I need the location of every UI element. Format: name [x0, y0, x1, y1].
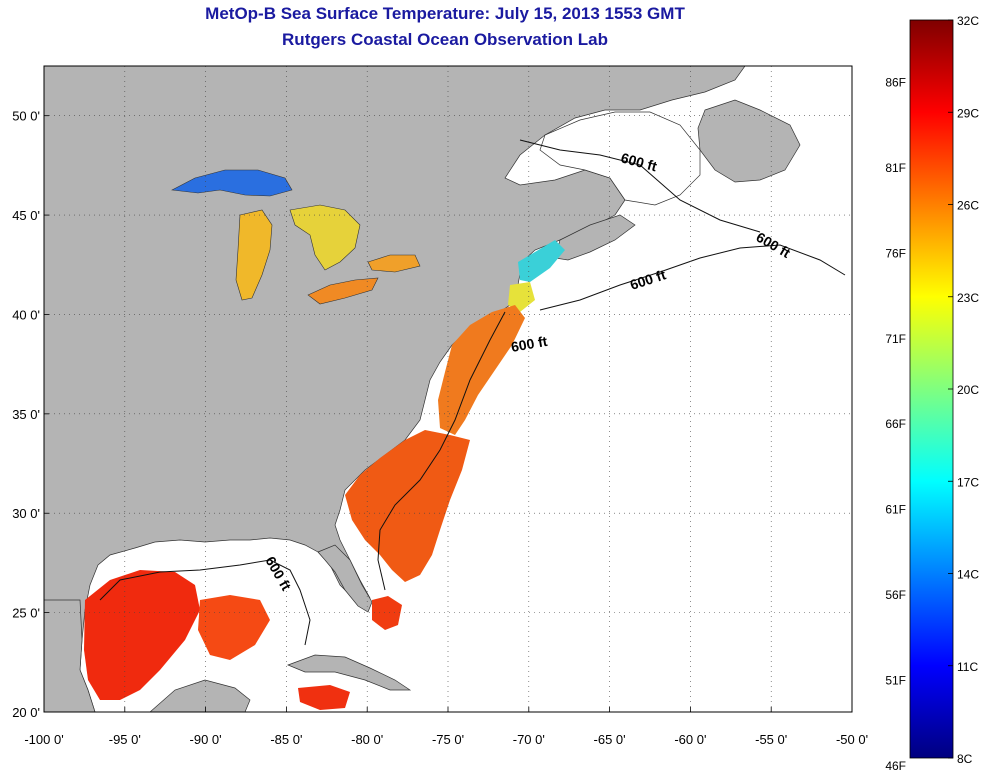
lake-superior	[170, 169, 293, 197]
colorbar-fahrenheit-label: 56F	[885, 588, 906, 602]
sst-mid-atlantic	[438, 305, 525, 435]
map-subtitle: Rutgers Coastal Ocean Observation Lab	[282, 30, 608, 49]
sst-yucatan-channel	[298, 685, 350, 710]
lon-tick-label: -95 0'	[109, 732, 141, 747]
lon-tick-label: -100 0'	[24, 732, 63, 747]
colorbar-celsius-label: 20C	[957, 383, 979, 397]
colorbar-fahrenheit-label: 61F	[885, 503, 906, 517]
colorbar-fahrenheit-label: 81F	[885, 161, 906, 175]
land-yucatan	[149, 679, 251, 712]
lon-tick-label: -55 0'	[755, 732, 787, 747]
isobath-label-4: 600 ft	[510, 333, 549, 355]
colorbar-celsius-label: 8C	[957, 752, 973, 766]
lon-tick-label: -50 0'	[836, 732, 868, 747]
colorbar: 32C 29C 26C 23C 20C 17C 14C 11C 8C 86F 81F 76F 71F 66…	[885, 14, 979, 770]
lat-tick-label: 30 0'	[12, 506, 40, 521]
colorbar-celsius-label: 29C	[957, 106, 979, 120]
land-nova-scotia	[554, 214, 636, 261]
lake-huron	[289, 204, 361, 271]
colorbar-celsius-label: 32C	[957, 14, 979, 28]
lake-michigan	[235, 209, 273, 301]
colorbar-fahrenheit-label: 71F	[885, 332, 906, 346]
map-frame	[43, 65, 853, 713]
lake-erie	[307, 277, 379, 305]
colorbar-fahrenheit-label: 86F	[885, 76, 906, 90]
lat-tick-label: 45 0'	[12, 208, 40, 223]
colorbar-fahrenheit-label: 66F	[885, 417, 906, 431]
lon-tick-label: -85 0'	[270, 732, 302, 747]
map-panel: 600 ft 600 ft 600 ft 600 ft 600 ft -100 …	[12, 65, 868, 747]
longitude-ticks: -100 0' -95 0' -90 0' -85 0' -80 0' -75 0' -70…	[24, 707, 868, 747]
sst-south-atlantic	[345, 430, 470, 582]
colorbar-celsius-label: 11C	[957, 660, 978, 674]
lake-ontario	[367, 254, 421, 273]
land-florida	[317, 544, 373, 613]
latitude-ticks: 20 0' 25 0' 30 0' 35 0' 40 0' 45 0' 50 0'	[12, 109, 49, 720]
lat-tick-label: 40 0'	[12, 307, 40, 322]
land-mexico	[44, 599, 96, 712]
lon-tick-label: -75 0'	[432, 732, 464, 747]
lon-tick-label: -65 0'	[594, 732, 626, 747]
colorbar-celsius-label: 23C	[957, 291, 979, 305]
lat-tick-label: 25 0'	[12, 606, 40, 621]
colorbar-celsius-label: 17C	[957, 475, 979, 489]
sst-gulf-of-mexico-west	[84, 570, 200, 700]
land-cuba	[287, 654, 412, 691]
lon-tick-label: -60 0'	[674, 732, 706, 747]
sst-gulf-of-maine	[518, 240, 565, 282]
lon-tick-label: -80 0'	[351, 732, 383, 747]
lat-tick-label: 50 0'	[12, 109, 40, 124]
colorbar-fahrenheit-label: 46F	[885, 759, 906, 770]
lat-tick-label: 20 0'	[12, 705, 40, 720]
colorbar-fahrenheit-label: 76F	[885, 246, 906, 260]
sst-cape-cod	[508, 282, 535, 312]
land-newfoundland	[697, 99, 801, 183]
sst-florida-straits	[372, 596, 402, 630]
isobath-600ft	[99, 139, 846, 646]
colorbar-celsius-label: 14C	[957, 568, 979, 582]
lat-tick-label: 35 0'	[12, 407, 40, 422]
colorbar-celsius-label: 26C	[957, 199, 979, 213]
colorbar-gradient	[909, 19, 954, 759]
lon-tick-label: -90 0'	[190, 732, 222, 747]
colorbar-fahrenheit-label: 51F	[885, 673, 906, 687]
gulf-st-lawrence	[539, 111, 701, 206]
map-title: MetOp-B Sea Surface Temperature: July 15…	[205, 4, 685, 23]
lon-tick-label: -70 0'	[513, 732, 545, 747]
colorbar-labels: 32C 29C 26C 23C 20C 17C 14C 11C 8C 86F 81F 76F 71F 66…	[885, 14, 979, 770]
sst-gulf-of-mexico-central	[198, 595, 270, 660]
